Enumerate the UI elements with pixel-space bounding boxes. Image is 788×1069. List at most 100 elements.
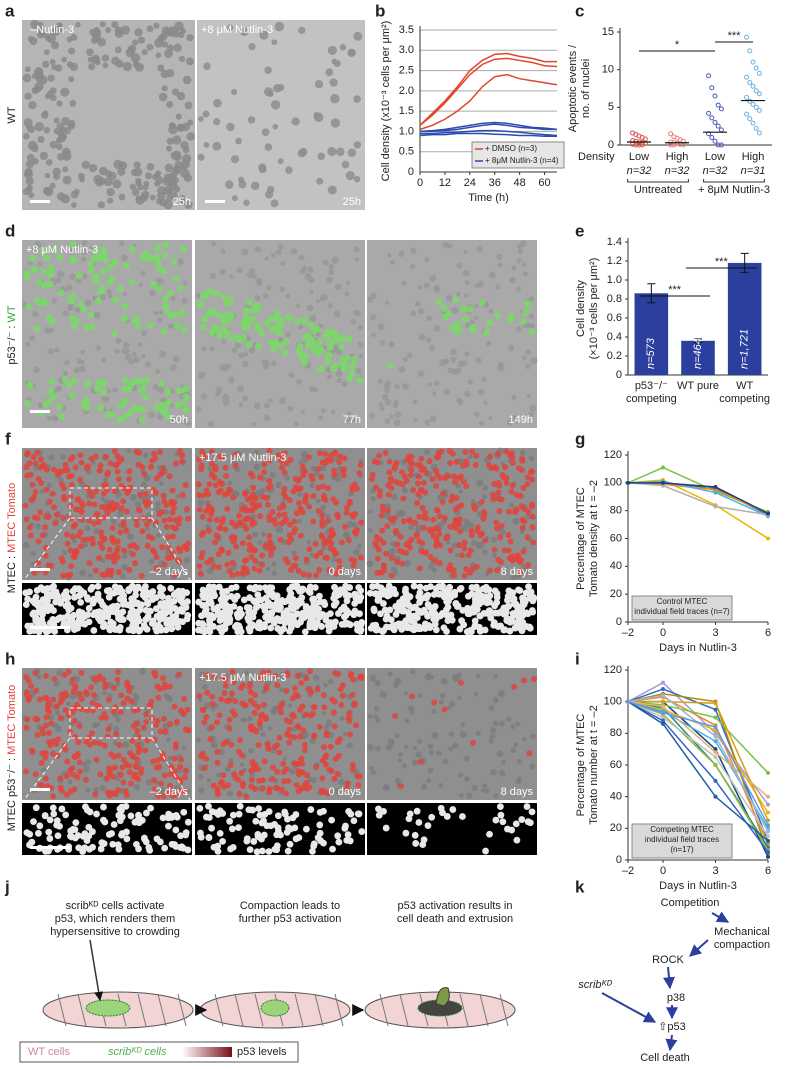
wt-cell — [440, 305, 447, 312]
cell — [482, 494, 487, 499]
tomato-cell — [24, 516, 30, 522]
tomato-cell — [127, 484, 133, 490]
nucleus — [367, 590, 374, 597]
time-label: 77h — [343, 414, 361, 426]
tomato-cell — [116, 476, 122, 482]
cell — [240, 762, 244, 766]
wt-cell — [466, 306, 473, 313]
cell — [133, 693, 137, 697]
tomato-cell — [141, 471, 147, 477]
tomato-cell — [379, 527, 385, 533]
tomato-cell — [33, 771, 39, 777]
y-axis-label: (×10⁻³ cells per μm²) — [588, 258, 600, 360]
nucleus — [523, 590, 530, 597]
tomato-cell — [159, 544, 165, 550]
tomato-cell — [143, 711, 149, 717]
cell — [26, 186, 33, 193]
tomato-cell — [207, 517, 213, 523]
cell — [115, 46, 122, 53]
cell — [198, 372, 205, 379]
x-tick-label: WT — [736, 380, 753, 392]
cell — [499, 720, 505, 726]
tomato-cell — [394, 559, 400, 565]
nucleus — [134, 600, 141, 607]
wt-cell — [97, 404, 104, 411]
cell — [262, 359, 269, 366]
point — [766, 537, 770, 541]
panel-label: b — [375, 1, 385, 20]
tomato-cell — [359, 674, 365, 680]
sig-label: *** — [715, 256, 729, 268]
cell — [180, 28, 186, 34]
tomato-cell — [388, 475, 394, 481]
cell — [42, 61, 49, 68]
wt-cell — [249, 315, 256, 322]
cell — [489, 272, 496, 279]
nucleus — [439, 610, 446, 617]
wt-cell — [452, 296, 459, 303]
cell — [115, 717, 120, 722]
x-axis-label: Days in Nutlin-3 — [659, 880, 737, 892]
wt-cell — [171, 258, 178, 265]
cell — [242, 361, 249, 368]
scale-bar — [30, 568, 50, 571]
nucleus — [290, 596, 297, 603]
tomato-cell — [518, 558, 524, 564]
cell — [117, 168, 125, 176]
cell — [370, 675, 377, 682]
tomato-cell — [183, 482, 189, 488]
tomato-cell — [399, 560, 405, 566]
tomato-cell — [352, 481, 358, 487]
x-tick-label: competing — [626, 393, 677, 405]
cell — [383, 784, 390, 791]
tomato-cell — [52, 520, 58, 526]
tomato-cell — [401, 518, 407, 524]
series-line — [420, 75, 557, 130]
cell — [156, 52, 162, 58]
tomato-cell — [321, 744, 327, 750]
tomato-cell — [196, 563, 202, 569]
nucleus — [177, 844, 184, 851]
cell — [182, 298, 188, 304]
nucleus — [316, 822, 323, 829]
tomato-cell — [203, 487, 209, 493]
tomato-cell — [170, 487, 176, 493]
cell — [165, 695, 171, 701]
cell — [456, 263, 462, 269]
condition-label: +8 μM Nutlin-3 — [201, 24, 273, 36]
tomato-cell — [87, 560, 93, 566]
legend-label: scribᴷᴰ cells — [108, 1046, 167, 1058]
tomato-cell — [294, 782, 300, 788]
nucleus — [146, 607, 153, 614]
cell — [227, 481, 232, 486]
nucleus — [227, 604, 234, 611]
tomato-cell — [46, 730, 52, 736]
nucleus — [236, 625, 243, 632]
nucleus — [412, 840, 419, 847]
point — [766, 839, 770, 843]
tomato-cell — [277, 505, 283, 511]
cell — [40, 152, 48, 160]
tomato-cell — [316, 567, 322, 573]
nucleus — [328, 817, 335, 824]
wt-cell — [301, 359, 308, 366]
tomato-cell — [124, 508, 130, 514]
tomato-cell — [383, 450, 389, 456]
tomato-cell — [272, 744, 278, 750]
point — [713, 120, 717, 124]
tomato-cell — [502, 547, 508, 553]
nucleus — [79, 610, 86, 617]
bar-label: n=1,721 — [739, 329, 751, 369]
cell — [324, 260, 329, 265]
tomato-cell — [323, 540, 329, 546]
cell — [305, 273, 312, 280]
node-label: ROCK — [652, 954, 684, 966]
nucleus — [347, 838, 354, 845]
tomato-cell — [507, 452, 513, 458]
x-axis-label: Time (h) — [468, 192, 509, 204]
cell — [424, 419, 430, 425]
tomato-cell — [264, 495, 270, 501]
wt-cell — [47, 264, 54, 271]
wt-cell — [160, 402, 167, 409]
tomato-cell — [62, 672, 68, 678]
